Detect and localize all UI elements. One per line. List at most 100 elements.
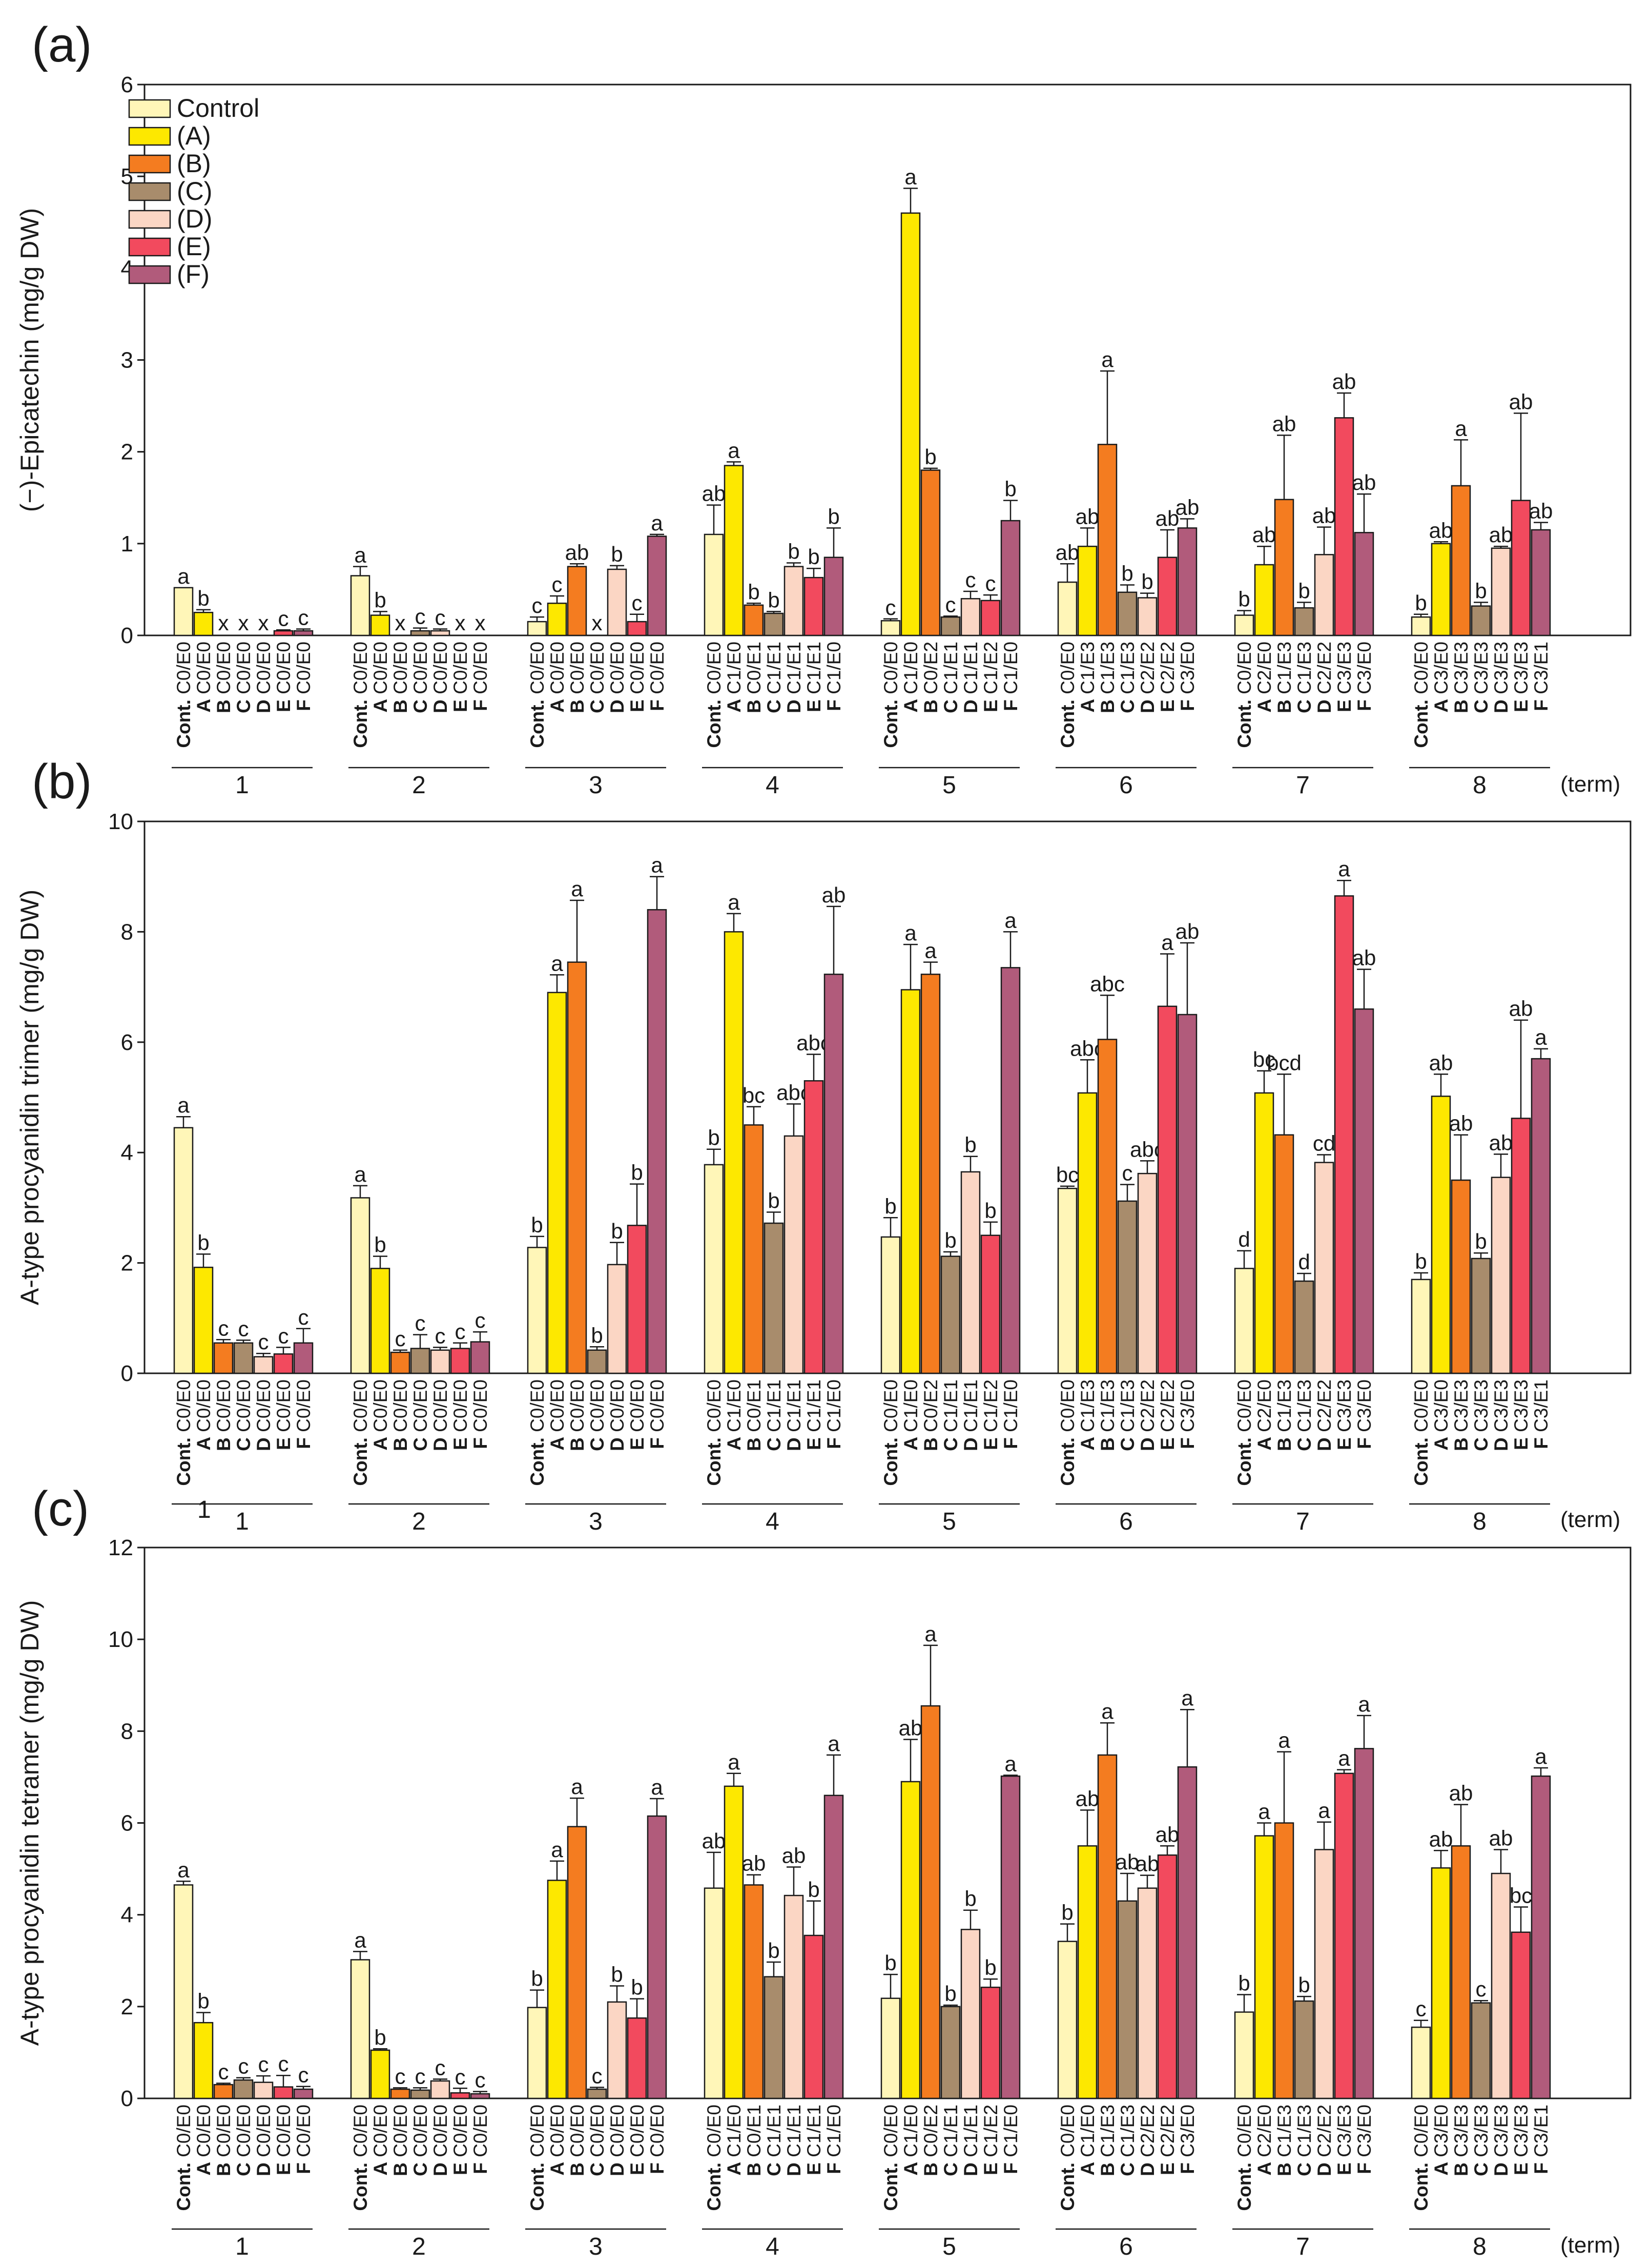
bar — [450, 1348, 470, 1374]
panel-label: (c) — [32, 1481, 89, 1536]
bar — [764, 1976, 784, 2099]
x-tick-label: D C2/E2 — [1314, 2105, 1335, 2176]
x-tick-label: C C0/E0 — [587, 2105, 608, 2176]
bar — [430, 1349, 450, 1374]
bar — [213, 2084, 234, 2099]
y-tick-label: 3 — [121, 348, 133, 373]
x-tick-label: C C0/E0 — [410, 2105, 431, 2176]
significance-label: a — [1358, 1692, 1370, 1716]
term-number: 7 — [1296, 1508, 1310, 1535]
significance-label: b — [1238, 1971, 1250, 1995]
significance-label: ab — [742, 1851, 766, 1875]
x-tick-label: A C1/E0 — [1077, 2105, 1098, 2175]
bar — [273, 630, 294, 636]
bar — [1077, 1092, 1098, 1374]
legend-label: (A) — [177, 121, 211, 150]
bar — [1354, 1748, 1374, 2099]
significance-label: a — [1535, 1744, 1547, 1768]
significance-label: ab — [1449, 1781, 1473, 1805]
bar — [627, 2017, 647, 2099]
term-number: 1 — [235, 1508, 249, 1535]
bar — [1177, 527, 1198, 636]
x-tick-label: D C2/E2 — [1137, 642, 1158, 713]
bar — [704, 533, 724, 636]
bar — [173, 587, 194, 636]
x-tick-label: F C1/E0 — [1000, 642, 1021, 711]
significance-label: b — [1475, 1229, 1487, 1253]
x-tick-label: F C0/E0 — [470, 1379, 491, 1449]
significance-label: c — [298, 1305, 309, 1329]
x-tick-label: Cont. C0/E0 — [1234, 1379, 1255, 1486]
bar — [567, 961, 587, 1374]
significance-label: ab — [1352, 946, 1376, 970]
x-tick-label: C C1/E3 — [1294, 2105, 1315, 2176]
x-tick-label: F C3/E0 — [1177, 642, 1198, 711]
significance-label: c — [475, 2068, 486, 2092]
bar — [744, 1124, 764, 1374]
significance-label: ab — [1312, 504, 1336, 528]
significance-label: b — [1121, 561, 1133, 585]
bar — [900, 1781, 921, 2099]
x-tick-label: C C1/E1 — [940, 2105, 961, 2176]
term-number: 8 — [1473, 1508, 1487, 1535]
x-tick-label: E C2/E2 — [1157, 642, 1178, 712]
x-tick-label: B C0/E0 — [567, 2105, 588, 2176]
significance-label: a — [1161, 930, 1173, 954]
significance-label: ab — [1175, 919, 1200, 943]
significance-label: x — [592, 611, 603, 635]
bar — [1177, 1014, 1198, 1374]
significance-label: ab — [565, 540, 589, 564]
significance-label: c — [552, 572, 563, 596]
bar — [1334, 1772, 1354, 2099]
x-tick-label: Cont. C0/E0 — [350, 2105, 371, 2211]
significance-label: b — [748, 580, 759, 604]
bar — [567, 1826, 587, 2099]
significance-label: ab — [1489, 1826, 1513, 1850]
significance-label: a — [1318, 1799, 1330, 1823]
x-tick-label: D C2/E2 — [1314, 642, 1335, 713]
x-tick-label: E C3/E3 — [1334, 2105, 1355, 2175]
significance-label: a — [924, 1622, 937, 1646]
significance-label: ab — [1076, 504, 1100, 528]
significance-label: b — [1298, 1973, 1310, 1997]
bar — [527, 1247, 547, 1374]
significance-label: c — [258, 1330, 269, 1354]
x-tick-label: Cont. C0/E0 — [1411, 2105, 1432, 2211]
bar — [1077, 545, 1098, 636]
bar — [1137, 1172, 1158, 1374]
y-tick-label: 0 — [121, 623, 133, 648]
significance-label: bc — [1253, 1047, 1275, 1071]
bar — [1057, 1187, 1078, 1374]
bar — [587, 2088, 607, 2099]
bar — [940, 616, 961, 636]
legend-label: (C) — [177, 177, 212, 205]
significance-label: a — [551, 1838, 563, 1862]
bar — [1431, 543, 1451, 636]
bar — [1511, 1931, 1531, 2099]
y-tick-label: 4 — [121, 1140, 133, 1165]
bar — [704, 1164, 724, 1374]
bar — [783, 1135, 804, 1374]
significance-label: c — [592, 2064, 603, 2088]
significance-label: x — [258, 611, 269, 635]
significance-label: a — [1338, 1746, 1350, 1770]
x-tick-label: A C0/E0 — [547, 1379, 568, 1450]
significance-label: ab — [702, 482, 726, 506]
x-tick-label: F C3/E0 — [1177, 2105, 1198, 2174]
term-number: 7 — [1296, 2233, 1310, 2260]
bar — [940, 2006, 961, 2099]
x-tick-label: D C0/E0 — [607, 2105, 628, 2176]
x-tick-label: A C1/E0 — [900, 642, 921, 712]
bar — [1511, 1118, 1531, 1374]
x-tick-label: A C3/E0 — [1431, 2105, 1452, 2175]
significance-label: cd — [1313, 1131, 1335, 1156]
significance-label: b — [631, 1161, 643, 1185]
significance-label: c — [435, 1324, 446, 1348]
x-tick-label: F C3/E0 — [1354, 642, 1375, 711]
x-tick-label: F C3/E1 — [1531, 2105, 1552, 2174]
bar — [1314, 1849, 1334, 2099]
significance-label: b — [374, 2025, 386, 2049]
significance-label: a — [1101, 347, 1113, 372]
